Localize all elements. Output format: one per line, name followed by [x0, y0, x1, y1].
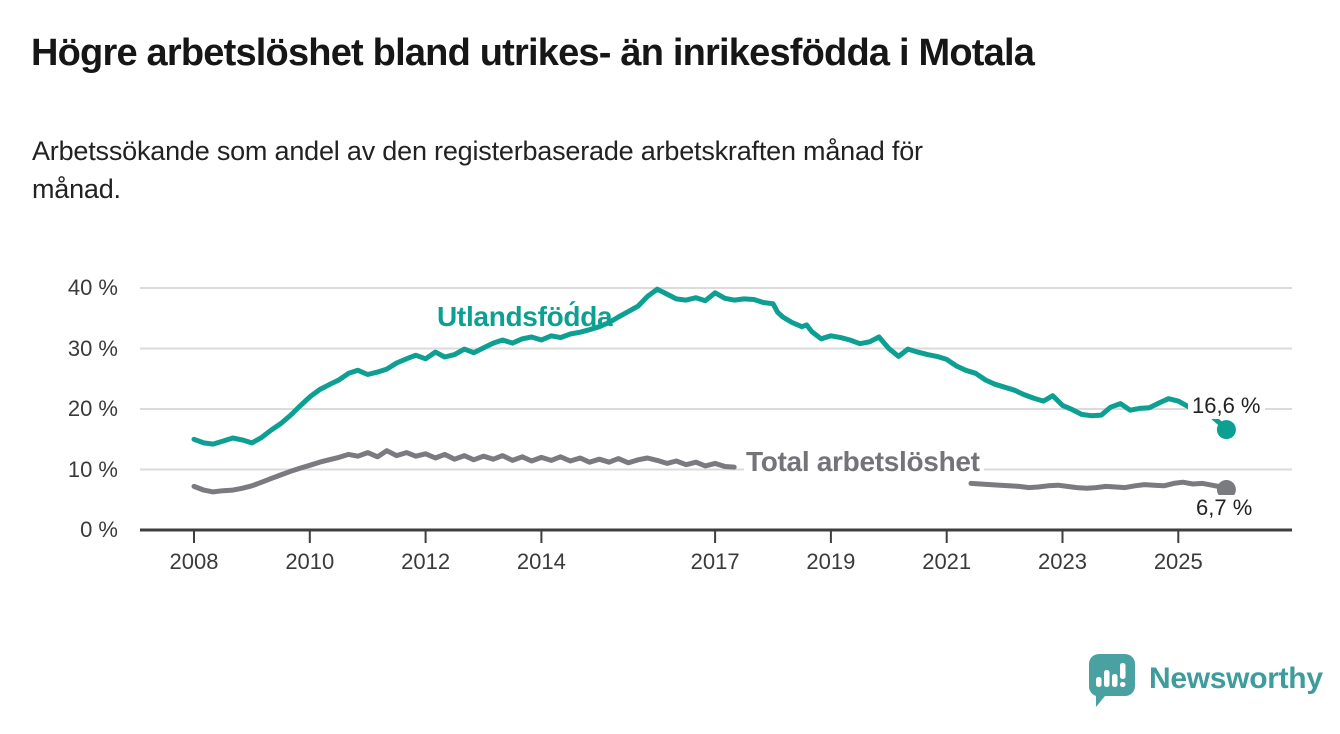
newsworthy-logo-icon — [1088, 654, 1135, 707]
x-tick-label-2014: 2014 — [516, 549, 566, 574]
y-tick-label-30: 30 % — [67, 335, 118, 361]
y-tick-label-20: 20 % — [67, 396, 118, 421]
subtitle-line-1: Arbetssökande som andel av den registerb… — [32, 136, 923, 166]
series-line-utlandsfodda — [191, 286, 1229, 447]
y-tick-label-0: 0 % — [80, 517, 118, 542]
x-tick-label-2021: 2021 — [922, 549, 972, 574]
x-tick-label-2012: 2012 — [401, 549, 451, 574]
x-tick-label-2008: 2008 — [169, 549, 219, 574]
y-tick-label-40: 40 % — [67, 275, 118, 300]
series-line-total-seg1 — [191, 448, 737, 495]
bar-3 — [1112, 674, 1118, 687]
x-tick-label-2025: 2025 — [1153, 549, 1203, 574]
exclamation-stem — [1120, 663, 1126, 679]
subtitle-line-2: månad. — [32, 174, 121, 204]
page-title: Högre arbetslöshet bland utrikes- än inr… — [31, 32, 1035, 74]
x-tick-label-2010: 2010 — [285, 549, 335, 574]
bar-2 — [1104, 670, 1110, 687]
bar-1 — [1096, 677, 1102, 687]
y-tick-label-10: 10 % — [67, 456, 118, 482]
end-value-label-total: 6,7 % — [1192, 495, 1257, 521]
end-value-label-utlandsfodda: 16,6 % — [1188, 393, 1265, 419]
newsworthy-logo-text: Newsworthy — [1149, 662, 1323, 695]
exclamation-dot — [1120, 682, 1126, 687]
x-tick-label-2017: 2017 — [690, 549, 740, 574]
series-line-total-seg2 — [968, 479, 1229, 492]
x-tick-label-2023: 2023 — [1038, 549, 1087, 574]
series-label-utlandsfodda: Utlandsföd́da — [437, 301, 613, 332]
newsworthy-logo: Newsworthy — [1087, 652, 1323, 710]
end-dot-utlandsfodda — [1216, 420, 1236, 440]
speech-bubble-shape — [1088, 654, 1135, 707]
end-dot-total — [1216, 480, 1236, 499]
series-label-total-arbetsloshet: Total arbetslöshet — [744, 446, 984, 480]
page-subtitle: Arbetssökande som andel av den registerb… — [32, 132, 1272, 208]
x-tick-label-2019: 2019 — [806, 549, 856, 574]
